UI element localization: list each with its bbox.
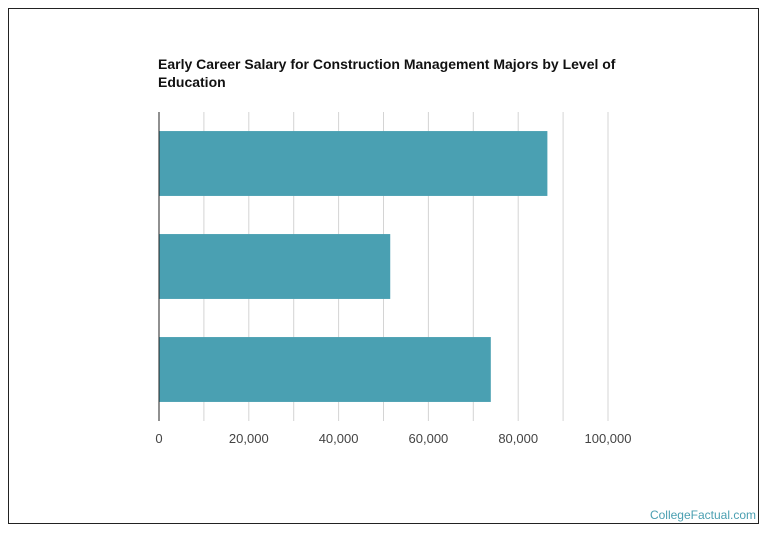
chart-title: Early Career Salary for Construction Man… xyxy=(158,56,616,90)
source-credit[interactable]: CollegeFactual.com xyxy=(649,508,756,522)
bars xyxy=(159,131,548,402)
x-tick-label: 40,000 xyxy=(319,431,359,446)
x-tick-label: 100,000 xyxy=(585,431,632,446)
bar-2[interactable] xyxy=(159,234,391,299)
bar-1[interactable] xyxy=(159,131,548,196)
x-tick-label: 0 xyxy=(155,431,162,446)
x-tick-label: 80,000 xyxy=(498,431,538,446)
x-tick-label: 20,000 xyxy=(229,431,269,446)
x-tick-labels: 0 20,000 40,000 60,000 80,000 100,000 xyxy=(155,431,631,446)
x-tick-label: 60,000 xyxy=(409,431,449,446)
bar-3[interactable] xyxy=(159,337,491,402)
